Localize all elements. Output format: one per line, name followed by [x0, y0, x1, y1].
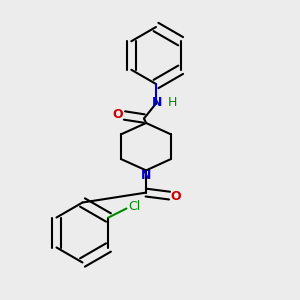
Text: Cl: Cl — [128, 200, 140, 214]
Text: H: H — [168, 95, 177, 109]
Text: O: O — [112, 107, 123, 121]
Text: N: N — [141, 169, 151, 182]
Text: O: O — [171, 190, 182, 203]
Text: N: N — [152, 95, 162, 109]
